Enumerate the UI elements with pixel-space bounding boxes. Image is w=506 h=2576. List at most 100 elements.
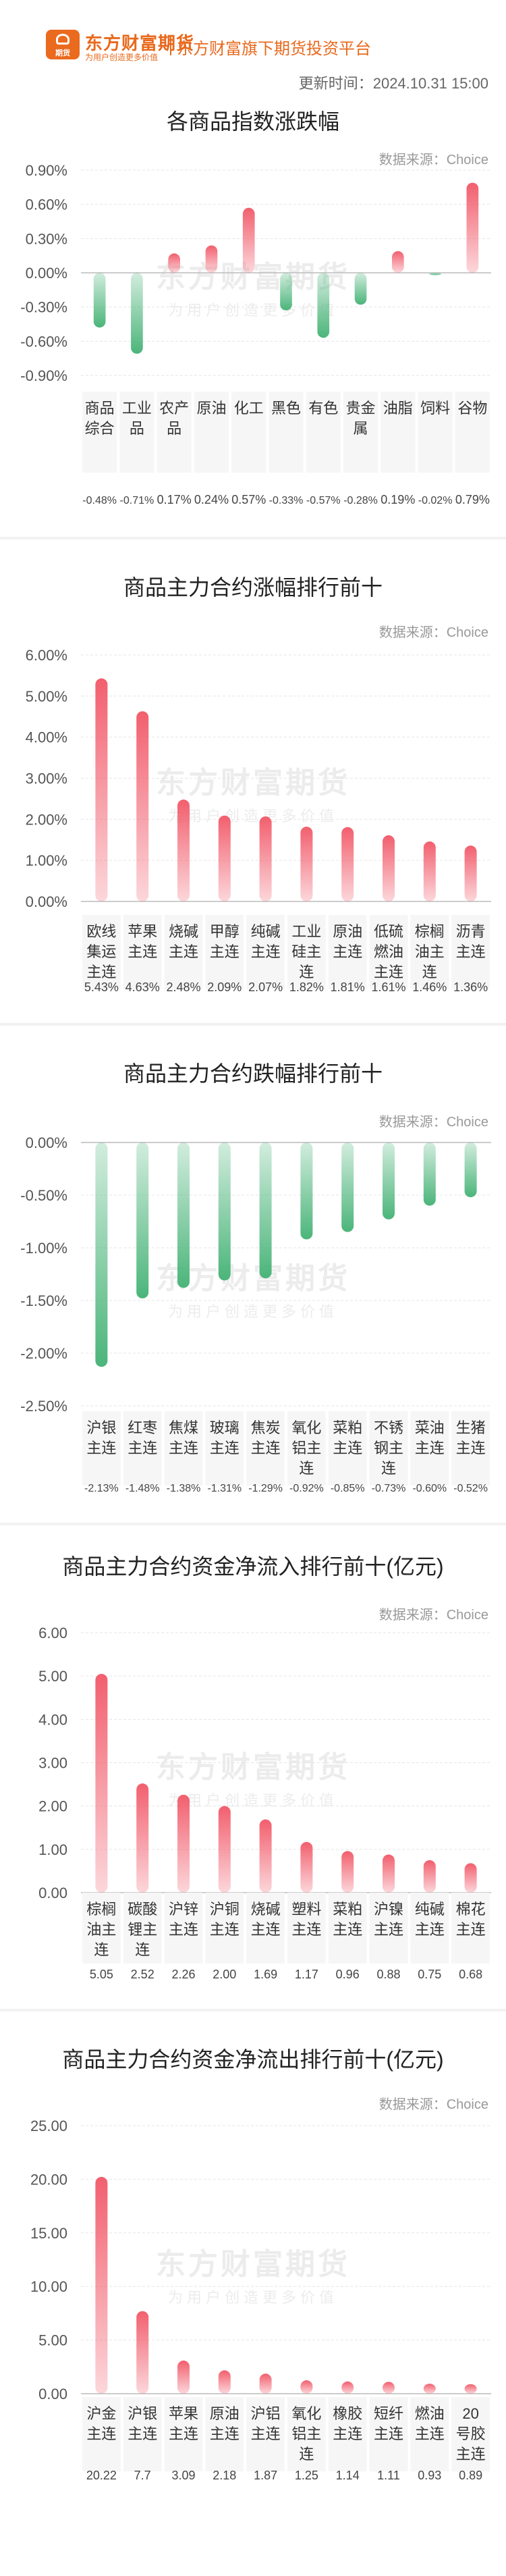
chart-title: 商品主力合约资金净流入排行前十(亿元) xyxy=(62,1554,444,1579)
value-label: 0.24% xyxy=(194,493,229,506)
bar[interactable] xyxy=(383,2382,395,2394)
bar[interactable] xyxy=(259,1819,272,1893)
bar[interactable] xyxy=(259,2373,272,2394)
value-label: -0.60% xyxy=(412,1483,447,1494)
bar[interactable] xyxy=(383,835,395,901)
category-label: 烧碱主连 xyxy=(169,923,198,960)
bar[interactable] xyxy=(341,1142,354,1232)
bar[interactable] xyxy=(136,1783,149,1893)
bar[interactable] xyxy=(95,2176,108,2394)
bar[interactable] xyxy=(464,1142,477,1198)
y-tick-label: -0.90% xyxy=(20,367,67,384)
value-label: -0.52% xyxy=(453,1483,488,1494)
bar[interactable] xyxy=(423,1142,436,1206)
bar[interactable] xyxy=(177,2360,190,2394)
bar[interactable] xyxy=(383,1142,395,1219)
platform-text: 东方财富旗下期货投资平台 xyxy=(177,40,371,58)
value-label: 1.14 xyxy=(336,2469,360,2482)
category-label-cell xyxy=(455,392,490,473)
bar[interactable] xyxy=(177,1142,190,1288)
category-label-cell xyxy=(369,1411,408,1486)
y-tick-label: -0.50% xyxy=(20,1187,67,1204)
category-label-cell xyxy=(369,915,408,989)
bar[interactable] xyxy=(136,711,149,901)
category-label: 沪银主连 xyxy=(128,2405,157,2442)
value-label: 0.75 xyxy=(418,1968,441,1981)
value-label: 2.07% xyxy=(248,980,283,994)
bar[interactable] xyxy=(131,273,143,354)
bar[interactable] xyxy=(429,273,441,275)
y-tick-label: 3.00% xyxy=(26,770,67,787)
category-label: 农产品 xyxy=(159,400,189,437)
bar[interactable] xyxy=(464,1863,477,1893)
bar[interactable] xyxy=(300,1142,313,1240)
category-label-cell xyxy=(451,2397,490,2471)
bar[interactable] xyxy=(354,273,367,305)
value-label: -1.29% xyxy=(248,1483,283,1494)
brand-slogan: 为用户创造更多价值 xyxy=(85,53,159,62)
bar[interactable] xyxy=(259,1142,272,1279)
data-source-label: 数据来源：Choice xyxy=(378,153,488,167)
bar-chart: 25.00 20.00 15.00 10.00 5.00 0.00 沪金主连 20.22 沪银主… xyxy=(30,2118,491,2482)
chart-title: 各商品指数涨跌幅 xyxy=(166,109,339,134)
value-label: -0.57% xyxy=(306,495,341,506)
bar[interactable] xyxy=(383,1854,395,1893)
category-label: 橡胶主连 xyxy=(333,2405,362,2442)
value-label: 3.09 xyxy=(171,2469,195,2482)
y-tick-label: 1.00 xyxy=(38,1841,67,1858)
bar[interactable] xyxy=(423,2384,436,2394)
category-label: 短纤主连 xyxy=(374,2405,403,2442)
bar[interactable] xyxy=(95,1673,108,1893)
bar[interactable] xyxy=(177,1794,190,1893)
value-label: -0.73% xyxy=(372,1483,406,1494)
bar[interactable] xyxy=(280,273,292,311)
logo-text: 期货 xyxy=(55,49,70,57)
bar[interactable] xyxy=(168,253,181,273)
bar[interactable] xyxy=(95,678,108,901)
bar[interactable] xyxy=(423,841,436,901)
bar[interactable] xyxy=(218,1806,231,1893)
y-tick-label: -2.00% xyxy=(20,1345,67,1362)
y-tick-label: 0.00 xyxy=(38,2386,67,2402)
bar[interactable] xyxy=(205,245,218,273)
category-label: 苹果主连 xyxy=(128,923,157,960)
bar[interactable] xyxy=(464,2384,477,2394)
value-label: 1.82% xyxy=(289,980,324,994)
bar[interactable] xyxy=(317,273,330,338)
y-tick-label: 20.00 xyxy=(30,2171,67,2188)
bar[interactable] xyxy=(177,799,190,901)
bar[interactable] xyxy=(466,182,479,273)
category-label-cell xyxy=(328,915,367,989)
bar[interactable] xyxy=(218,2370,231,2394)
chart-title: 商品主力合约资金净流出排行前十(亿元) xyxy=(62,2047,444,2072)
bar[interactable] xyxy=(259,816,272,901)
bar[interactable] xyxy=(300,826,313,901)
category-label-cell xyxy=(164,915,203,989)
value-label: 5.43% xyxy=(84,980,119,994)
bar[interactable] xyxy=(136,1142,149,1298)
bar[interactable] xyxy=(242,207,255,273)
value-label: 2.48% xyxy=(166,980,200,994)
bar-chart: 6.00% 5.00% 4.00% 3.00% 2.00% 1.00% 0.00% 欧线集运主… xyxy=(26,647,491,994)
bar[interactable] xyxy=(218,815,231,901)
category-label: 棉花主连 xyxy=(456,1901,486,1938)
category-label-cell xyxy=(205,2397,244,2471)
bar[interactable] xyxy=(136,2311,149,2394)
bar[interactable] xyxy=(341,2381,354,2394)
bar[interactable] xyxy=(93,273,106,328)
y-tick-label: -0.30% xyxy=(20,299,67,316)
data-source-label: 数据来源：Choice xyxy=(378,1608,488,1623)
bar[interactable] xyxy=(95,1142,108,1367)
bar[interactable] xyxy=(423,1860,436,1893)
bar[interactable] xyxy=(341,1851,354,1893)
bar[interactable] xyxy=(300,2380,313,2394)
bar[interactable] xyxy=(300,1841,313,1893)
bar[interactable] xyxy=(341,826,354,901)
y-tick-label: 0.60% xyxy=(26,196,67,213)
bar[interactable] xyxy=(218,1142,231,1281)
bar[interactable] xyxy=(464,845,477,901)
y-tick-label: 6.00 xyxy=(38,1625,67,1641)
y-tick-label: -1.00% xyxy=(20,1240,67,1257)
category-label: 黑色 xyxy=(271,400,301,417)
bar[interactable] xyxy=(391,251,404,273)
